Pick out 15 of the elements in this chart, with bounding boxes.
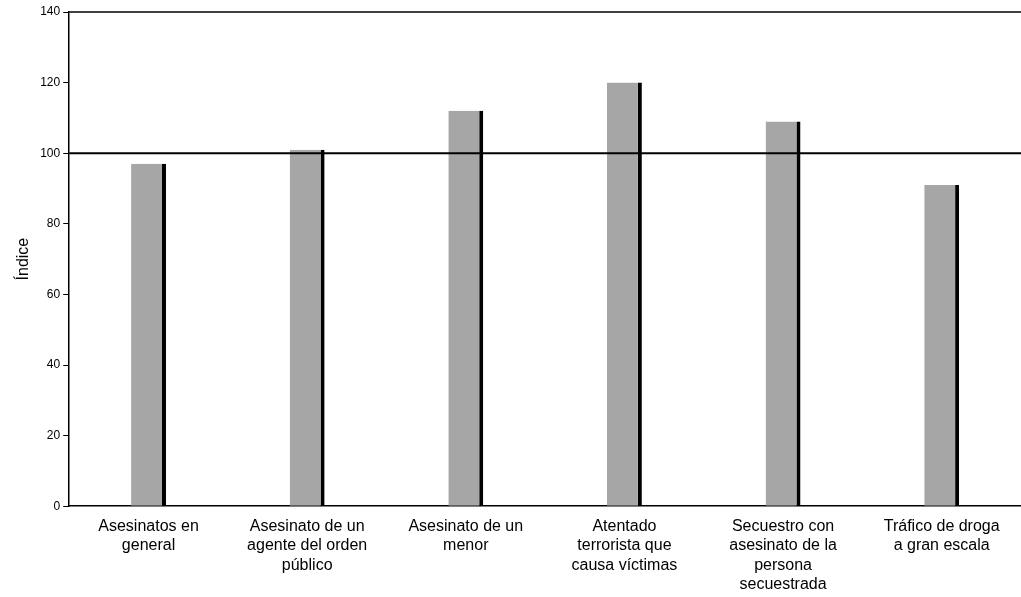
x-tick-label: Atentado terrorista que causa víctimas [571,517,678,573]
y-axis-title: Índice [13,237,32,281]
y-tick-label: 20 [46,427,61,442]
y-tick-label: 120 [40,74,61,89]
y-tick-label: 80 [46,216,61,231]
x-tick-label: Tráfico de droga a gran escala [883,517,1000,554]
y-tick-label: 60 [46,286,61,301]
x-tick-label: Secuestro con asesinato de la persona secuestrada [729,517,837,592]
y-tick-label: 0 [53,498,61,513]
y-tick-label: 100 [40,145,61,160]
x-tick-label: Asesinato de un menor [408,517,524,554]
y-tick-label: 140 [40,4,61,19]
x-tick-label: Asesinatos en general [98,517,199,554]
x-tick-label: Asesinato de un agente del orden público [247,517,368,573]
y-tick-label: 40 [46,357,61,372]
